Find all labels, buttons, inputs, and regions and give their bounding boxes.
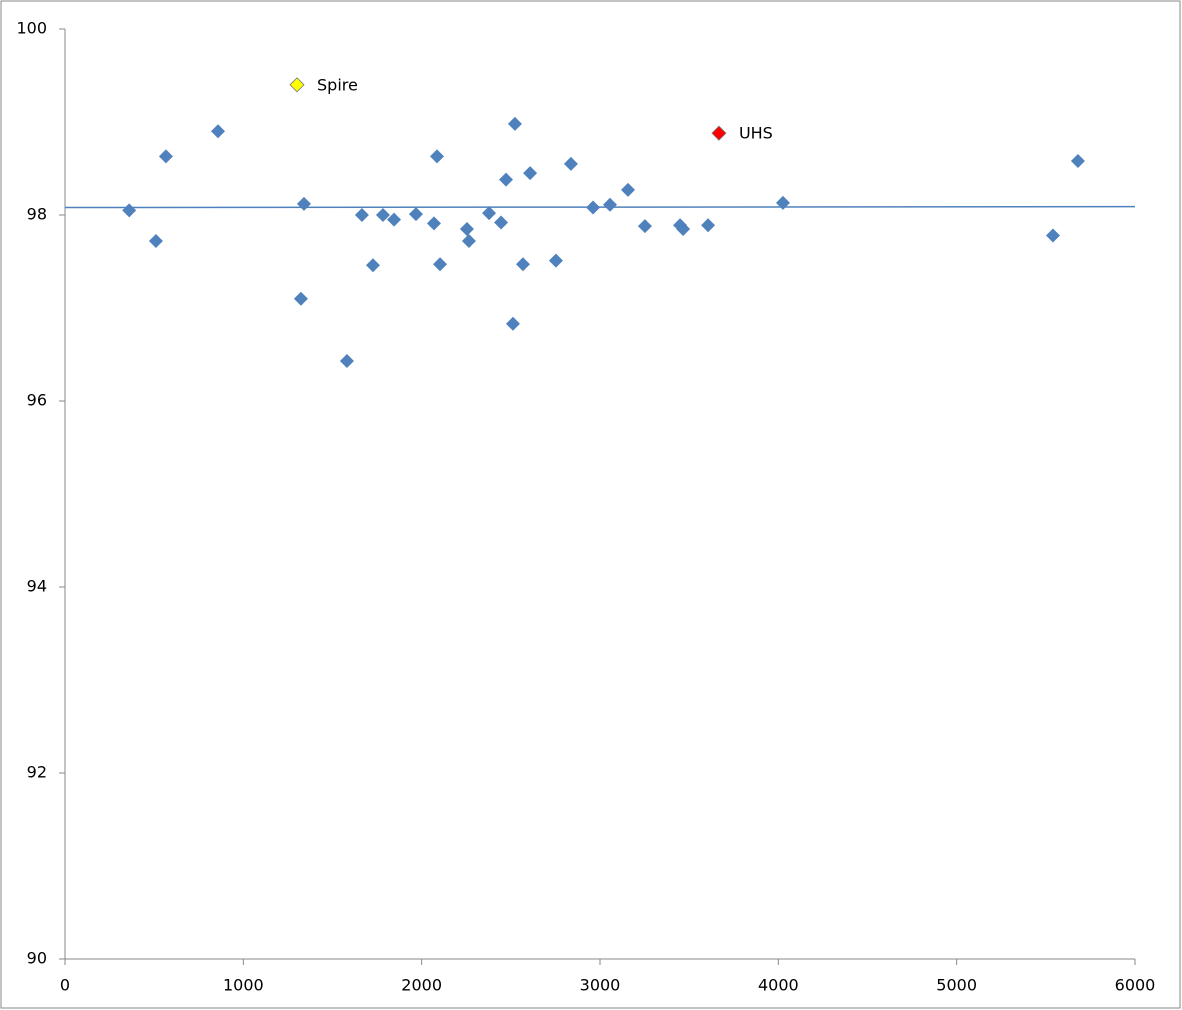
point	[387, 212, 402, 227]
point	[365, 258, 380, 273]
point-label: UHS	[739, 124, 773, 143]
y-tick-label: 96	[27, 391, 47, 410]
y-tick-label: 100	[16, 19, 47, 38]
x-tick-label: 5000	[936, 976, 977, 995]
y-tick-label: 94	[27, 577, 47, 596]
point	[408, 207, 423, 222]
point	[676, 221, 691, 236]
point	[1045, 228, 1060, 243]
x-tick-label: 3000	[580, 976, 621, 995]
point	[620, 182, 635, 197]
point	[293, 291, 308, 306]
point	[296, 196, 311, 211]
point	[602, 197, 617, 212]
point	[711, 125, 727, 141]
point	[523, 166, 538, 181]
point	[586, 200, 601, 215]
point	[507, 116, 522, 131]
point	[354, 208, 369, 222]
point	[426, 216, 441, 231]
point	[499, 172, 514, 187]
x-tick-label: 2000	[401, 976, 442, 995]
x-tick-label: 6000	[1115, 976, 1156, 995]
point	[459, 221, 474, 236]
point	[289, 77, 305, 93]
x-tick-label: 1000	[223, 976, 264, 995]
point	[158, 149, 173, 164]
point	[430, 149, 445, 164]
trendline	[64, 205, 1136, 209]
point	[461, 234, 476, 249]
x-tick-label: 4000	[758, 976, 799, 995]
point	[548, 253, 563, 268]
y-tick-label: 90	[27, 949, 47, 968]
y-tick-label: 92	[27, 763, 47, 782]
point	[515, 257, 530, 272]
point	[505, 316, 520, 331]
point	[148, 234, 163, 249]
x-tick-label: 0	[60, 976, 70, 995]
point	[701, 218, 716, 233]
point	[339, 354, 354, 369]
point	[375, 208, 390, 222]
point	[433, 257, 448, 272]
point	[494, 215, 509, 230]
point	[122, 203, 137, 218]
point	[1070, 154, 1085, 169]
y-tick-label: 98	[27, 205, 47, 224]
point	[211, 124, 226, 139]
point	[775, 195, 790, 210]
point	[637, 219, 652, 234]
point	[563, 156, 578, 171]
point	[482, 206, 497, 221]
point-label: Spire	[317, 75, 358, 94]
